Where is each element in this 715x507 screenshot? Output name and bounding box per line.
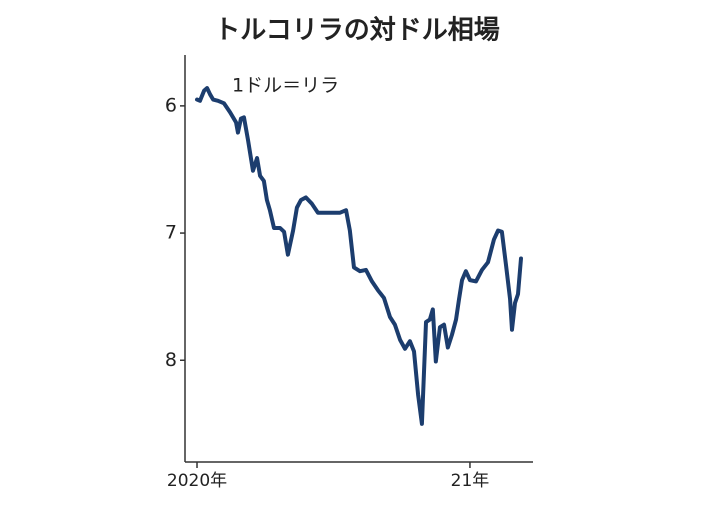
y-tick-label: 6 [165,94,177,116]
y-tick-label: 7 [165,222,177,244]
chart-title: トルコリラの対ドル相場 [214,16,499,46]
x-tick-label: 2020年 [167,471,227,491]
x-tick-label: 21年 [451,471,490,491]
annotation: 1ドル＝リラ [232,75,339,97]
line-series [195,86,523,426]
y-tick-label: 8 [165,349,177,371]
